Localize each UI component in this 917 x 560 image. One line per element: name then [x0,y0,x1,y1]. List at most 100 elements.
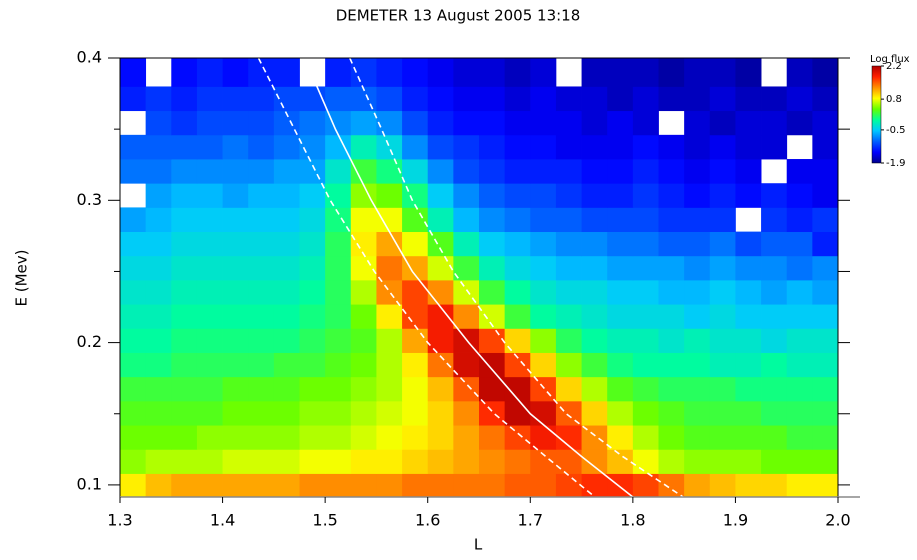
cell [658,425,685,450]
cell [632,134,659,160]
cell [402,279,429,305]
y-tick-label: 0.1 [77,474,102,493]
cell [709,400,736,426]
cell [632,400,659,426]
cell [299,328,326,353]
cell [632,255,659,281]
cell [632,110,659,136]
cell [376,304,403,329]
cell [402,110,429,136]
cell [479,183,506,208]
cell [273,86,300,112]
cell [120,473,147,498]
cell [196,207,223,233]
cell [427,376,454,402]
cell [632,183,659,208]
model-curves [257,57,684,498]
cell [786,183,813,208]
cell [299,231,326,257]
cell [120,376,147,402]
cell [273,255,300,281]
cell [632,58,659,87]
colorbar-tick-label: 2.2 [886,61,902,72]
cell [299,279,326,305]
cell [196,279,223,305]
cell [709,473,736,498]
cell [761,328,788,353]
cell [581,255,608,281]
cell [658,473,685,498]
cell [504,110,531,136]
cell [735,449,762,474]
cell [555,231,582,257]
cell [581,449,608,474]
cell [350,328,377,353]
cell [735,400,762,426]
cell [325,304,352,329]
cell [273,231,300,257]
cell [709,255,736,281]
cell [402,207,429,233]
cell [555,183,582,208]
cell [222,231,249,257]
cell [402,376,429,402]
cell [555,207,582,233]
cell [761,449,788,474]
cell [479,86,506,112]
cell [427,328,454,353]
y-axis-label: E (Mev) [13,250,31,307]
cell [120,400,147,426]
cell [504,134,531,160]
cell [709,449,736,474]
cell [350,279,377,305]
cell [376,110,403,136]
cell [120,304,147,329]
cell [684,425,711,450]
cell [479,425,506,450]
cell [555,304,582,329]
cell [786,255,813,281]
cell [735,255,762,281]
cell [171,58,198,87]
cell [761,183,788,208]
cell [581,110,608,136]
cell [504,231,531,257]
cell [427,110,454,136]
cell [684,86,711,112]
cell [427,159,454,184]
cell [504,279,531,305]
cell [658,449,685,474]
cell [196,425,223,450]
cell [504,425,531,450]
cell [299,352,326,378]
cell [222,86,249,112]
cell [581,376,608,402]
cell [812,328,839,353]
cell [504,328,531,353]
cell [658,279,685,305]
cell [632,376,659,402]
cell [453,304,480,329]
cell [196,473,223,498]
cell [196,376,223,402]
cell [145,449,172,474]
cell [120,86,147,112]
cell [684,279,711,305]
cell [479,449,506,474]
cell [299,473,326,498]
cell [555,376,582,402]
cell [171,352,198,378]
cell [709,304,736,329]
cell [658,376,685,402]
cell [248,183,275,208]
cell [735,328,762,353]
heatmap [120,58,839,498]
cell [530,425,557,450]
cell [453,110,480,136]
cell [786,279,813,305]
cell [273,352,300,378]
cell [761,231,788,257]
cell [530,231,557,257]
cell [786,473,813,498]
